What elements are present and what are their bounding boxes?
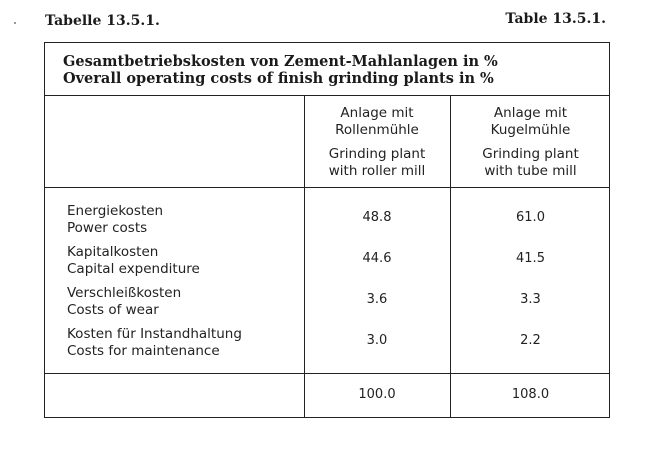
column-header-de-line: Anlage mit (493, 105, 568, 121)
cell-roller-mill: 3.0 (366, 333, 388, 348)
cell-tube-mill: 41.5 (516, 251, 545, 266)
row-label-de: Verschleißkosten (67, 285, 182, 301)
total-divider (45, 373, 609, 374)
table-title-block: Gesamtbetriebskosten von Zement-Mahlanla… (45, 43, 609, 96)
cell-tube-mill: 3.3 (520, 292, 541, 307)
column-header-roller-mill: Anlage mit Rollenmühle Grinding plant wi… (304, 105, 450, 180)
cost-table: Gesamtbetriebskosten von Zement-Mahlanla… (44, 42, 610, 418)
table-label-de: Tabelle 13.5.1. (45, 13, 160, 29)
column-header-en-line: with roller mill (328, 163, 426, 179)
scan-speck (14, 22, 16, 24)
column-divider (304, 95, 305, 417)
table-row: Energiekosten Power costs 48.8 61.0 (45, 203, 609, 244)
row-label-en: Capital expenditure (67, 261, 200, 277)
column-header-en-line: with tube mill (484, 163, 577, 179)
cell-tube-mill: 61.0 (516, 210, 545, 225)
cell-roller-mill: 48.8 (362, 210, 392, 225)
table-title-en: Overall operating costs of finish grindi… (63, 70, 494, 87)
table-label-en: Table 13.5.1. (505, 11, 606, 27)
cell-roller-mill: 44.6 (362, 251, 392, 266)
column-header-de-line: Anlage mit (340, 105, 414, 121)
row-label-de: Energiekosten (67, 203, 164, 219)
column-header-tube-mill: Anlage mit Kugelmühle Grinding plant wit… (450, 105, 611, 180)
row-label-en: Costs of wear (67, 302, 159, 318)
column-header-de-line: Kugelmühle (490, 122, 571, 138)
cell-tube-mill: 2.2 (520, 333, 541, 348)
row-label-de: Kosten für Instandhaltung (67, 326, 242, 342)
table-row: Kosten für Instandhaltung Costs for main… (45, 326, 609, 367)
column-divider (450, 95, 451, 417)
column-header-en-line: Grinding plant (328, 146, 426, 162)
header-divider (45, 187, 609, 188)
table-row: Kapitalkosten Capital expenditure 44.6 4… (45, 244, 609, 285)
table-row: Verschleißkosten Costs of wear 3.6 3.3 (45, 285, 609, 326)
column-header-en-line: Grinding plant (482, 146, 579, 162)
row-label-en: Power costs (67, 220, 148, 236)
row-label-de: Kapitalkosten (67, 244, 159, 260)
cell-roller-mill: 3.6 (366, 292, 388, 307)
total-roller-mill: 100.0 (358, 387, 396, 402)
row-label-en: Costs for maintenance (67, 343, 220, 359)
column-header-de-line: Rollenmühle (335, 122, 419, 138)
table-title-de: Gesamtbetriebskosten von Zement-Mahlanla… (63, 53, 498, 70)
total-tube-mill: 108.0 (511, 387, 550, 402)
